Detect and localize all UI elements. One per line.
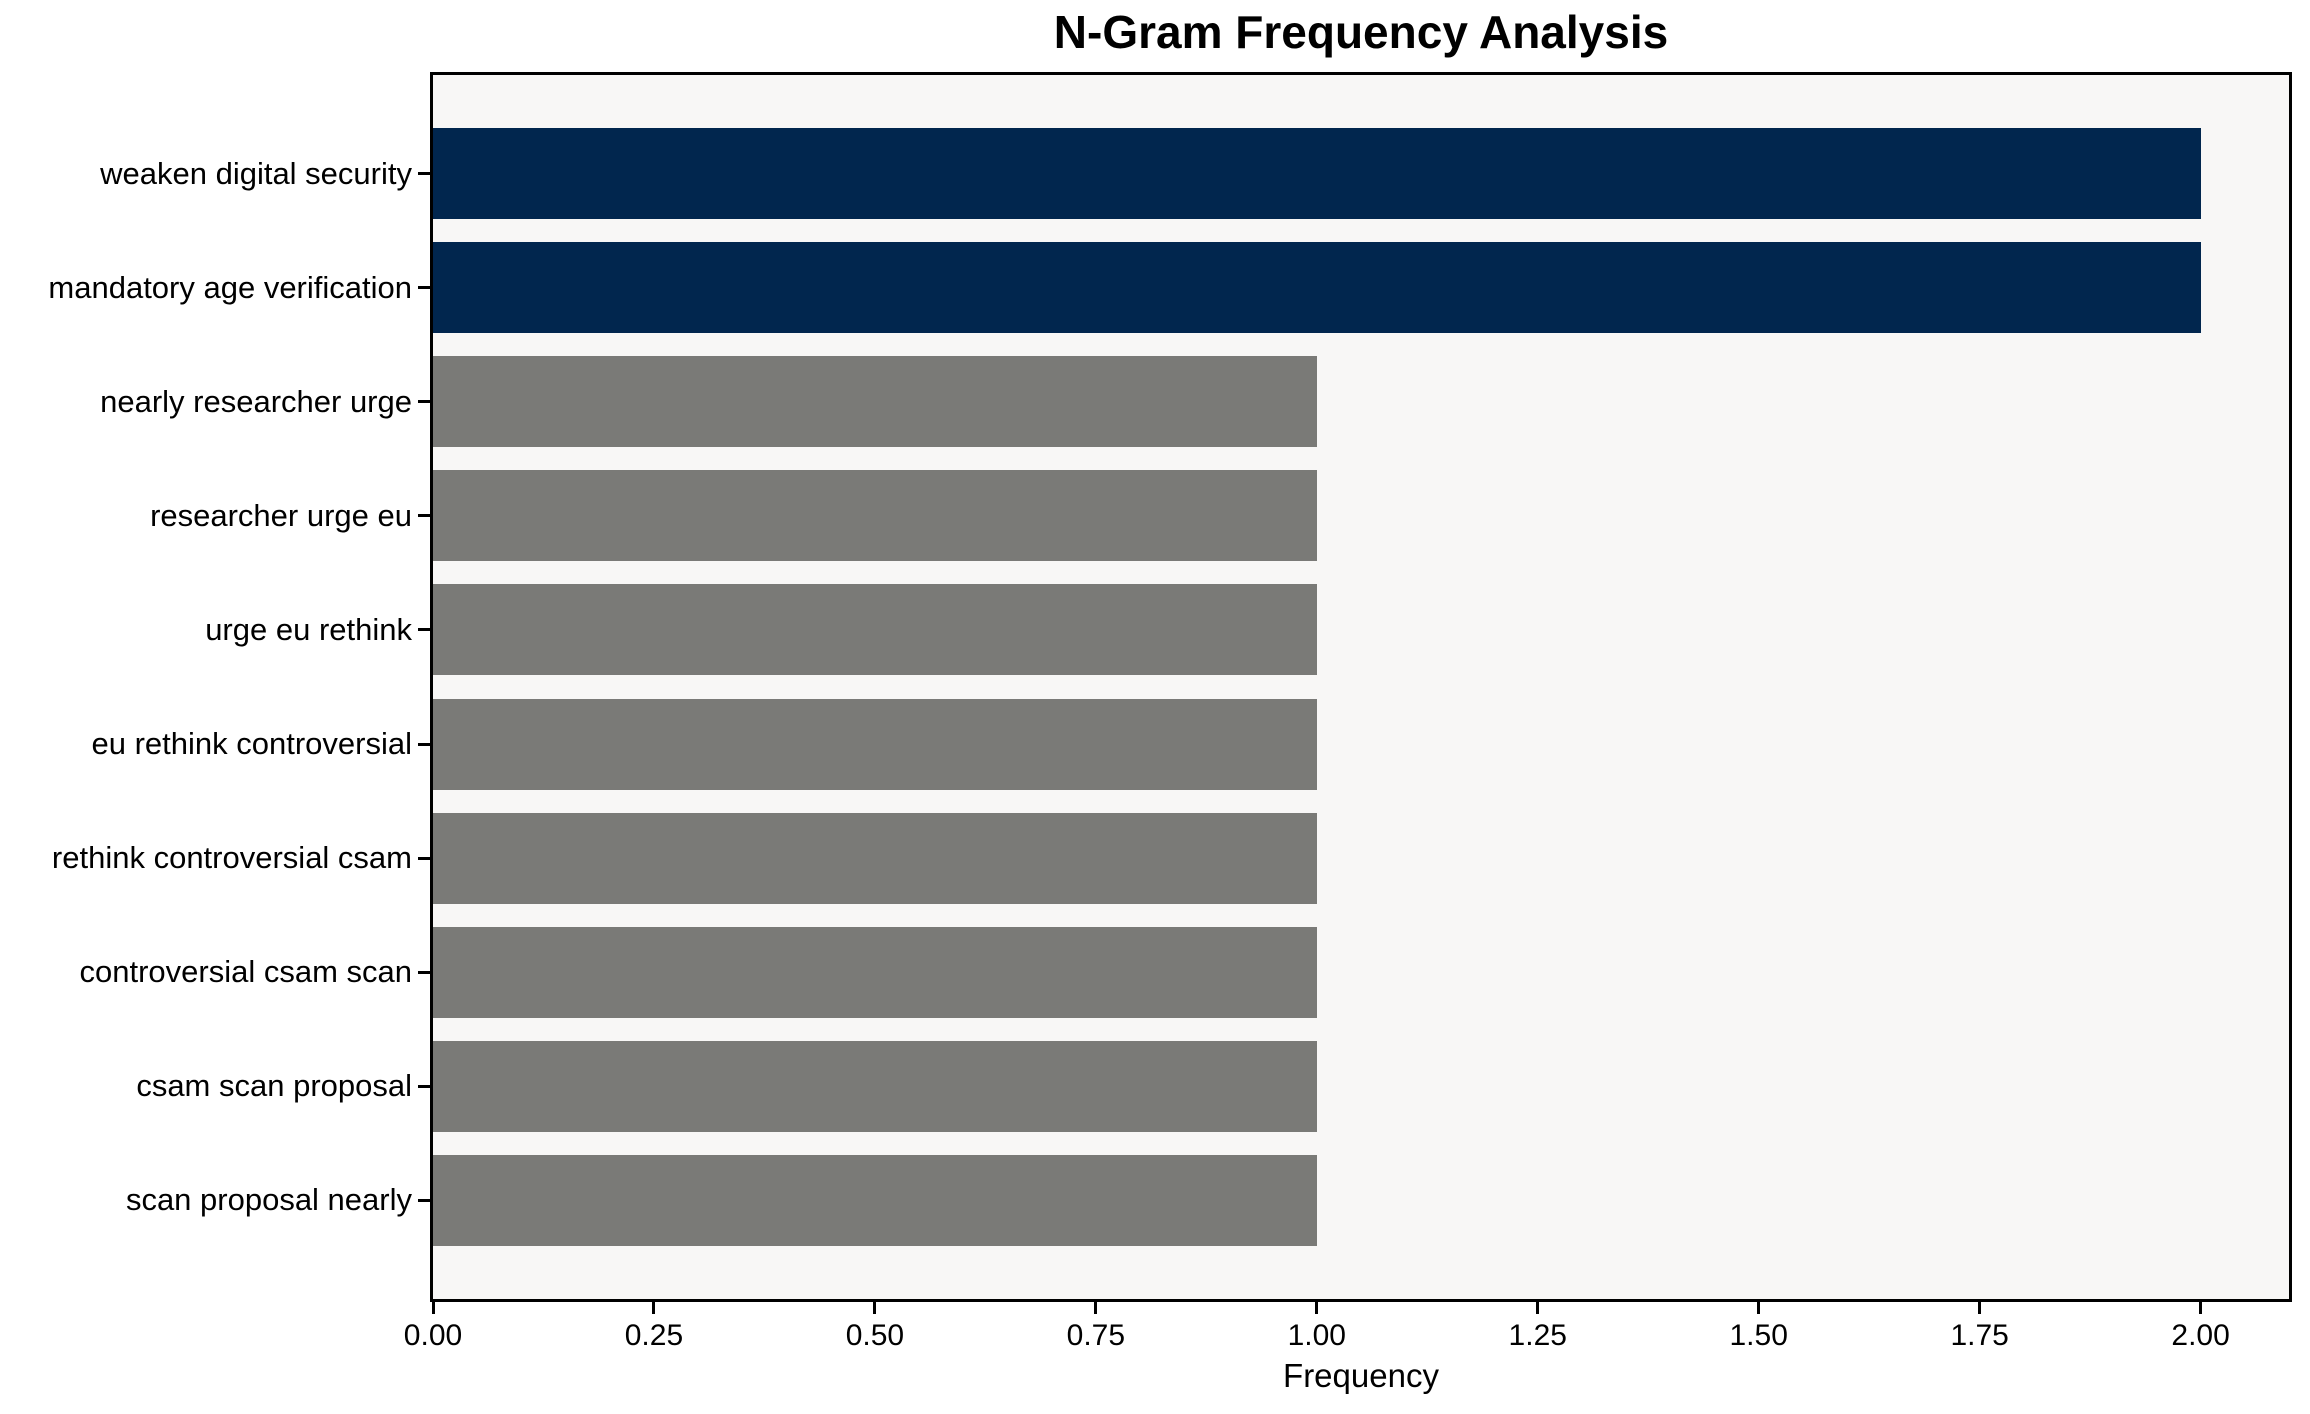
x-tick-label: 1.75 (1950, 1319, 2009, 1352)
y-tick-label: urge eu rethink (205, 611, 412, 647)
y-tick-label: weaken digital security (100, 155, 412, 191)
y-tick-label: researcher urge eu (150, 497, 412, 533)
bar (433, 242, 2201, 334)
chart-title: N-Gram Frequency Analysis (1053, 6, 1669, 58)
x-tick-mark (2199, 1302, 2203, 1314)
y-tick-label: csam scan proposal (136, 1068, 412, 1104)
bar (433, 1040, 1317, 1132)
bar (433, 926, 1317, 1018)
bar (433, 1154, 1317, 1246)
y-tick-mark (418, 856, 430, 860)
y-tick-mark (418, 172, 430, 175)
y-tick-label: rethink controversial csam (51, 840, 412, 876)
bar (433, 584, 1317, 676)
y-tick-label: mandatory age verification (48, 269, 412, 305)
bar (433, 356, 1317, 448)
x-tick-mark (873, 1302, 877, 1314)
y-tick-mark (418, 514, 430, 518)
x-tick-label: 1.25 (1508, 1319, 1567, 1352)
x-tick-label: 0.25 (624, 1319, 684, 1352)
x-tick-mark (1315, 1302, 1319, 1314)
x-tick-mark (1757, 1302, 1761, 1314)
x-tick-mark (1978, 1302, 1982, 1314)
y-tick-mark (418, 970, 430, 974)
y-tick-label: eu rethink controversial (91, 726, 413, 761)
y-tick-mark (418, 1198, 430, 1202)
bar (433, 698, 1317, 790)
y-tick-label: scan proposal nearly (125, 1182, 412, 1218)
x-tick-label: 0.75 (1066, 1319, 1126, 1352)
bar (433, 128, 2201, 219)
y-tick-mark (418, 400, 430, 404)
bar (433, 812, 1317, 904)
x-tick-mark (1536, 1302, 1540, 1314)
x-tick-label: 1.00 (1287, 1319, 1346, 1352)
y-tick-label: nearly researcher urge (100, 383, 412, 419)
y-tick-mark (418, 742, 430, 746)
bar (433, 470, 1317, 562)
plot-area (430, 72, 2292, 1302)
x-tick-mark (652, 1302, 656, 1314)
x-tick-mark (431, 1302, 435, 1314)
x-tick-label: 1.50 (1729, 1319, 1788, 1352)
y-tick-mark (418, 286, 430, 290)
y-tick-label: controversial csam scan (79, 954, 412, 990)
x-tick-label: 2.00 (2171, 1319, 2230, 1352)
x-tick-label: 0.00 (403, 1319, 463, 1352)
y-tick-mark (418, 628, 430, 632)
y-tick-mark (418, 1084, 430, 1088)
x-axis-label: Frequency (1283, 1357, 1439, 1394)
x-tick-mark (1094, 1302, 1098, 1314)
x-tick-label: 0.50 (845, 1319, 905, 1352)
